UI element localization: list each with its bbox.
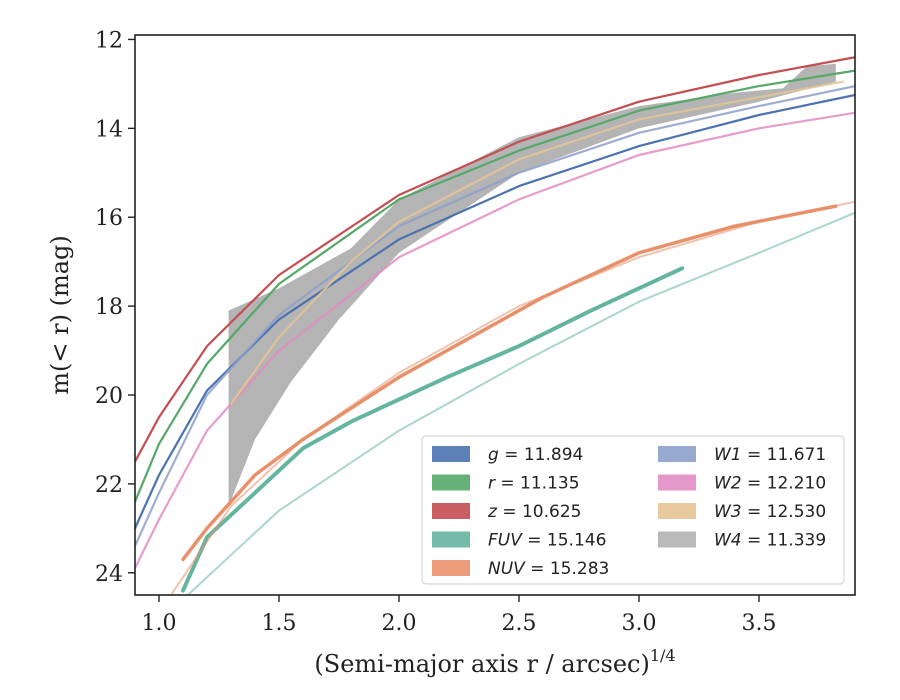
legend-label-z: z = 10.625 bbox=[487, 502, 581, 522]
legend-label-r: r = 11.135 bbox=[488, 474, 580, 494]
series-line-fuv bbox=[181, 266, 685, 593]
w4-uncertainty-band bbox=[228, 63, 836, 507]
y-tick-label: 20 bbox=[95, 384, 123, 409]
series-line-w1 bbox=[135, 85, 855, 548]
series-faint-fuv bbox=[187, 211, 855, 595]
x-axis: 1.0 1.5 2.0 2.5 3.0 3.5 bbox=[142, 595, 777, 636]
series-line-z bbox=[135, 56, 855, 463]
y-axis: 12 14 16 18 20 22 24 bbox=[95, 28, 135, 587]
x-tick-label: 2.5 bbox=[502, 611, 537, 636]
series-faint-nuv bbox=[170, 200, 855, 595]
y-tick-label: 22 bbox=[95, 473, 123, 498]
y-tick-label: 18 bbox=[95, 295, 123, 320]
x-tick-label: 3.5 bbox=[742, 611, 777, 636]
legend-swatch-z bbox=[432, 503, 470, 519]
y-tick-label: 16 bbox=[95, 206, 123, 231]
legend-swatch-w3 bbox=[658, 503, 696, 519]
y-tick-label: 14 bbox=[95, 117, 123, 142]
legend-swatch-g bbox=[432, 446, 470, 462]
legend-swatch-w4 bbox=[658, 531, 696, 548]
legend: g = 11.894 r = 11.135 z = 10.625 FUV = 15.1… bbox=[421, 435, 845, 585]
series-line-w3 bbox=[229, 80, 845, 405]
legend-label-w3: W3 = 12.530 bbox=[714, 502, 826, 522]
legend-swatch-w2 bbox=[658, 474, 696, 491]
x-tick-label: 2.0 bbox=[382, 611, 417, 636]
legend-swatch-nuv bbox=[432, 560, 470, 576]
plot-area bbox=[135, 56, 855, 595]
y-tick-label: 12 bbox=[95, 28, 123, 53]
x-tick-label: 1.5 bbox=[262, 611, 297, 636]
x-tick-label: 1.0 bbox=[142, 611, 177, 636]
legend-label-w2: W2 = 12.210 bbox=[714, 474, 826, 494]
legend-label-w4: W4 = 11.339 bbox=[714, 531, 826, 551]
legend-swatch-r bbox=[432, 474, 470, 491]
y-tick-label: 24 bbox=[95, 562, 123, 587]
plot-frame bbox=[134, 34, 856, 596]
x-tick-label: 3.0 bbox=[622, 611, 657, 636]
legend-label-g: g = 11.894 bbox=[488, 445, 583, 465]
legend-box bbox=[421, 435, 845, 585]
x-axis-label: (Semi-major axis r / arcsec)1/4 bbox=[314, 646, 675, 678]
series-line-g bbox=[135, 93, 855, 530]
y-axis-label: m(< r) (mag) bbox=[46, 235, 74, 394]
series-line-r bbox=[135, 69, 855, 503]
series-line-w2 bbox=[135, 111, 855, 570]
legend-label-fuv: FUV = 15.146 bbox=[488, 531, 606, 551]
series-line-nuv bbox=[181, 204, 838, 562]
legend-swatch-fuv bbox=[432, 531, 470, 548]
legend-label-nuv: NUV = 15.283 bbox=[488, 559, 609, 579]
legend-label-w1: W1 = 11.671 bbox=[714, 445, 826, 465]
legend-swatch-w1 bbox=[658, 446, 696, 462]
